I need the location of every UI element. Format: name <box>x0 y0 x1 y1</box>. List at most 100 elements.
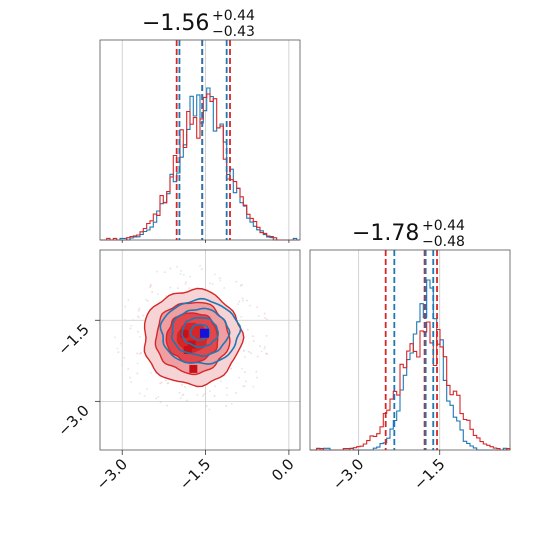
scatter-point <box>155 397 157 400</box>
scatter-point <box>239 284 242 287</box>
scatter-point <box>130 325 133 327</box>
scatter-point <box>260 350 263 353</box>
scatter-point <box>145 299 147 301</box>
scatter-point <box>169 267 172 270</box>
scatter-point <box>213 395 216 397</box>
title-p2: −1.78 +0.44 −0.48 <box>352 218 465 250</box>
scatter-point <box>157 293 159 295</box>
scatter-point <box>182 274 185 276</box>
scatter-point <box>150 285 152 287</box>
scatter-point <box>256 376 258 379</box>
title-p1-main: −1.56 <box>142 11 209 36</box>
scatter-point <box>149 286 151 288</box>
scatter-point <box>184 386 186 388</box>
hist-p2-red <box>310 321 511 451</box>
scatter-point <box>235 280 238 283</box>
scatter-point <box>245 380 247 383</box>
scatter-point <box>263 312 266 315</box>
scatter-point <box>136 372 139 375</box>
scatter-point <box>166 404 168 407</box>
scatter-point <box>248 351 250 353</box>
hist-p1-red <box>100 93 300 241</box>
scatter-point <box>235 392 237 394</box>
scatter-point <box>177 287 179 289</box>
joint-red-peak-3 <box>180 329 189 338</box>
joint-red-contour-0 <box>143 287 245 388</box>
scatter-point <box>244 371 246 373</box>
scatter-point <box>186 399 188 402</box>
scatter-point <box>127 299 130 301</box>
scatter-point <box>242 385 244 388</box>
scatter-point <box>238 376 240 379</box>
scatter-point <box>252 385 255 388</box>
scatter-point <box>137 315 139 318</box>
scatter-point <box>129 327 132 330</box>
scatter-point <box>149 283 152 286</box>
title-p1: −1.56 +0.44 −0.43 <box>142 8 255 40</box>
title-p1-sup: +0.44 <box>212 8 255 24</box>
scatter-point <box>214 273 216 276</box>
scatter-point <box>250 352 252 354</box>
scatter-point <box>169 286 172 289</box>
scatter-point <box>209 390 211 393</box>
joint-blue-peak <box>199 328 209 338</box>
scatter-point <box>164 379 167 382</box>
scatter-point <box>226 387 228 389</box>
scatter-point <box>132 319 134 321</box>
scatter-point <box>137 331 139 333</box>
ticklabel-p2-x-1: −1.5 <box>410 455 448 493</box>
scatter-point <box>136 362 139 365</box>
scatter-point <box>231 403 233 405</box>
scatter-point <box>124 305 127 308</box>
joint-red-contour-2 <box>165 312 219 364</box>
scatter-point <box>129 376 131 379</box>
scatter-point <box>139 336 141 338</box>
scatter-point <box>252 335 254 337</box>
scatter-point <box>176 265 178 268</box>
scatter-point <box>116 347 119 350</box>
scatter-point <box>220 380 222 383</box>
ticklabel-p2-y-0: −3.0 <box>54 401 92 439</box>
ticklabel-p1-0: −3.0 <box>93 455 131 493</box>
title-p2-main: −1.78 <box>352 221 419 246</box>
scatter-point <box>219 279 222 282</box>
scatter-point <box>226 394 228 396</box>
scatter-point <box>237 303 239 305</box>
scatter-point <box>140 352 142 354</box>
scatter-point <box>130 381 132 383</box>
scatter-point <box>159 382 161 385</box>
scatter-point <box>256 306 258 308</box>
scatter-point <box>244 356 246 358</box>
scatter-point <box>184 283 187 285</box>
scatter-point <box>181 394 184 397</box>
scatter-point <box>238 300 241 303</box>
scatter-point <box>138 353 141 355</box>
scatter-point <box>266 353 269 355</box>
scatter-point <box>136 352 138 355</box>
joint-blue-contour-1 <box>171 307 231 358</box>
marginal-p1-panel <box>99 39 301 241</box>
scatter-point <box>243 385 246 387</box>
scatter-point <box>246 328 249 331</box>
scatter-point <box>243 350 245 352</box>
scatter-point <box>263 347 266 350</box>
scatter-point <box>159 401 162 403</box>
scatter-point <box>200 268 203 270</box>
title-p2-sub: −0.48 <box>422 234 465 250</box>
hist-p1-blue <box>100 87 300 241</box>
joint-red-peak-2 <box>189 364 198 373</box>
scatter-point <box>252 340 255 342</box>
scatter-point <box>241 284 243 286</box>
scatter-point <box>259 345 261 347</box>
scatter-point <box>264 317 267 319</box>
scatter-point <box>181 384 183 386</box>
scatter-point <box>139 392 141 395</box>
scatter-point <box>151 291 153 293</box>
title-p2-sup: +0.44 <box>422 218 465 234</box>
scatter-point <box>240 316 243 318</box>
joint-blue-contour-3 <box>189 323 211 341</box>
scatter-point <box>121 364 124 366</box>
scatter-point <box>165 295 167 297</box>
scatter-point <box>120 342 122 345</box>
